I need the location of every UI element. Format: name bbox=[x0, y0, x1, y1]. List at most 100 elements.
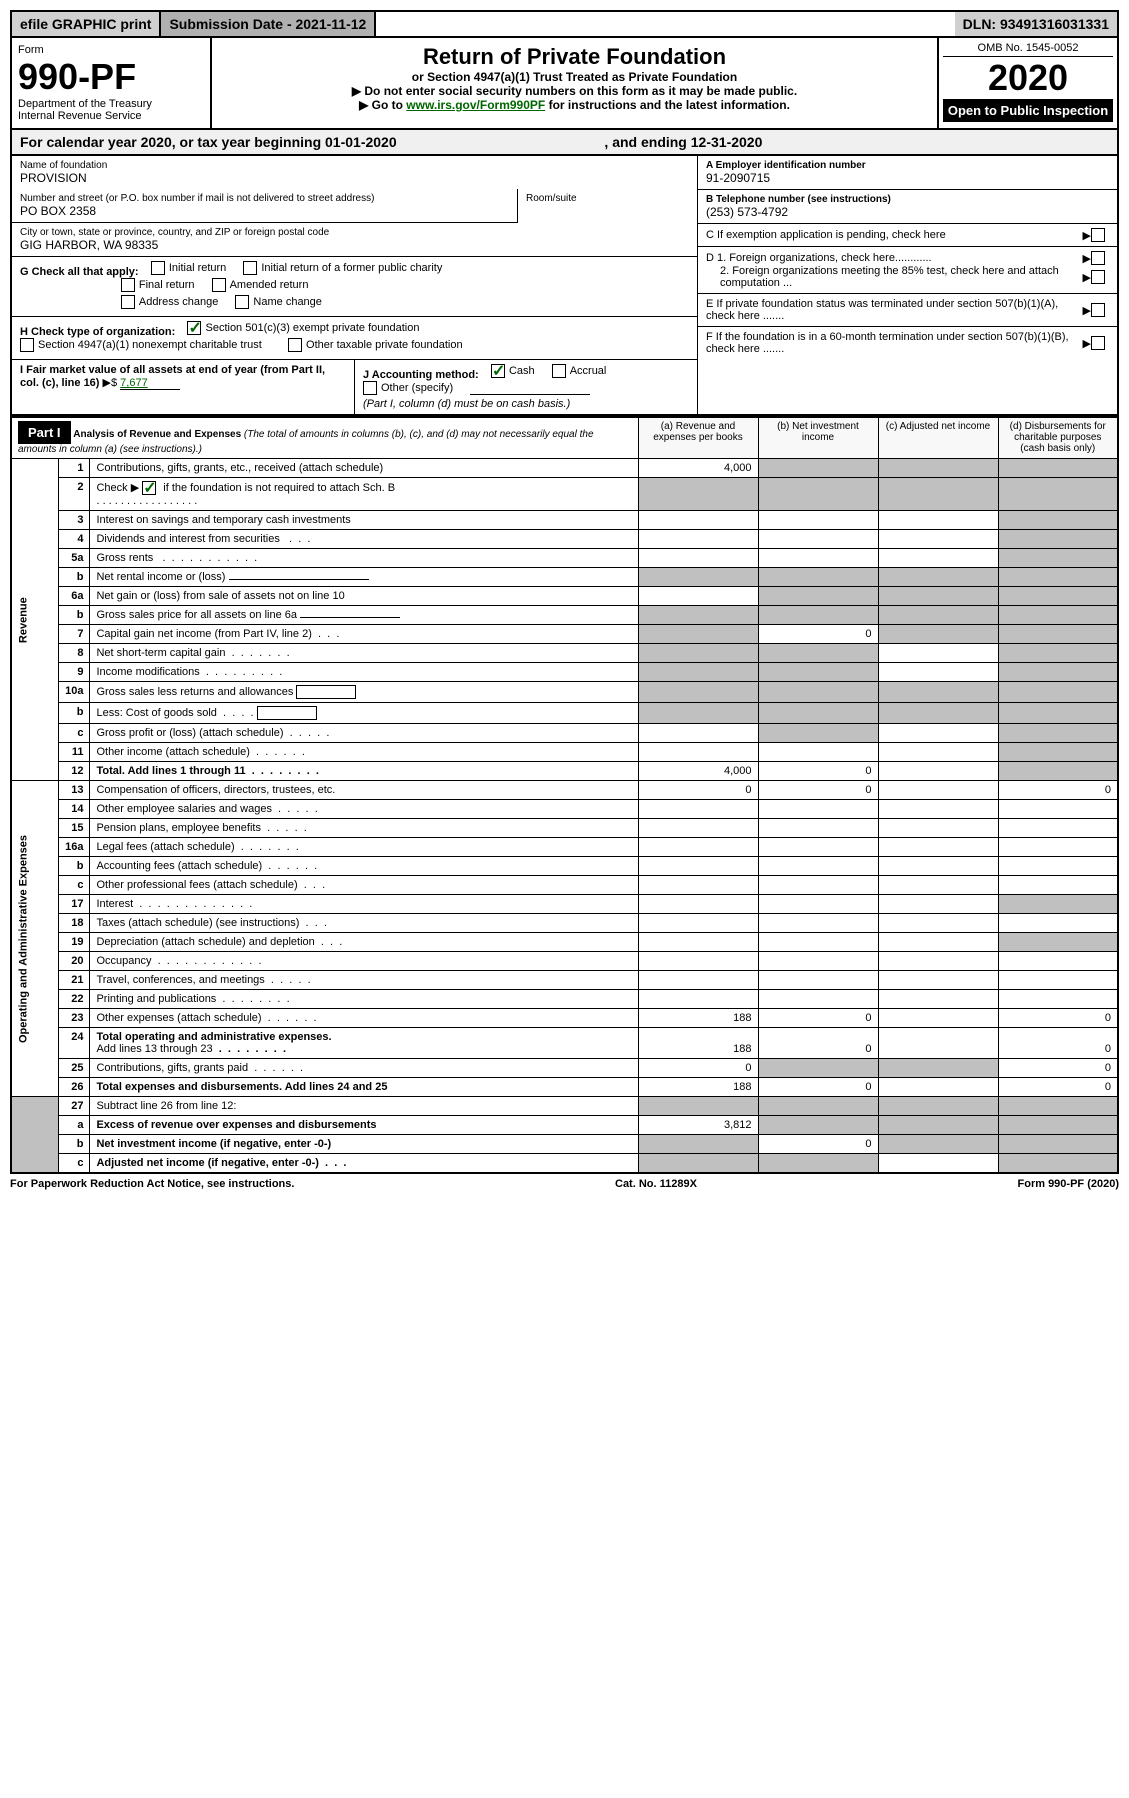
line-13-b: 0 bbox=[758, 781, 878, 800]
checkbox-initial-return[interactable] bbox=[151, 261, 165, 275]
room-label: Room/suite bbox=[526, 193, 689, 204]
city-label: City or town, state or province, country… bbox=[20, 227, 689, 238]
line-23-desc: Other expenses (attach schedule) . . . .… bbox=[90, 1009, 638, 1028]
efile-print-label[interactable]: efile GRAPHIC print bbox=[12, 12, 161, 36]
line-16c-desc: Other professional fees (attach schedule… bbox=[90, 876, 638, 895]
goto-prefix: ▶ Go to bbox=[359, 98, 406, 112]
dept-treasury: Department of the Treasury bbox=[18, 98, 204, 110]
part1-label: Part I bbox=[18, 421, 71, 444]
footer-center: Cat. No. 11289X bbox=[615, 1178, 697, 1190]
line-27-desc: Subtract line 26 from line 12: bbox=[90, 1097, 638, 1116]
line-27b-b: 0 bbox=[758, 1135, 878, 1154]
line-22-desc: Printing and publications . . . . . . . … bbox=[90, 990, 638, 1009]
line-4-desc: Dividends and interest from securities .… bbox=[90, 530, 638, 549]
arrow-icon: ▶ bbox=[1083, 271, 1091, 284]
top-bar: efile GRAPHIC print Submission Date - 20… bbox=[10, 10, 1119, 38]
col-b-header: (b) Net investment income bbox=[758, 417, 878, 459]
omb-number: OMB No. 1545-0052 bbox=[943, 42, 1113, 57]
c-label: C If exemption application is pending, c… bbox=[706, 229, 1083, 241]
phone-value: (253) 573-4792 bbox=[706, 205, 1109, 219]
address-value: PO BOX 2358 bbox=[20, 204, 509, 218]
cy-mid: , and ending bbox=[604, 134, 690, 150]
line-27b-desc: Net investment income (if negative, ente… bbox=[90, 1135, 638, 1154]
cy-pre: For calendar year 2020, or tax year begi… bbox=[20, 134, 325, 150]
g-amended: Amended return bbox=[230, 279, 309, 291]
checkbox-d1[interactable] bbox=[1091, 251, 1105, 265]
line-6b-desc: Gross sales price for all assets on line… bbox=[90, 606, 638, 625]
line-18-desc: Taxes (attach schedule) (see instruction… bbox=[90, 914, 638, 933]
checkbox-4947[interactable] bbox=[20, 338, 34, 352]
section-g: G Check all that apply: Initial return I… bbox=[12, 257, 697, 317]
checkbox-amended-return[interactable] bbox=[212, 278, 226, 292]
line-7-b: 0 bbox=[758, 625, 878, 644]
j-other: Other (specify) bbox=[381, 382, 453, 394]
revenue-label: Revenue bbox=[11, 459, 59, 781]
checkbox-other-method[interactable] bbox=[363, 381, 377, 395]
arrow-icon: ▶ bbox=[1083, 252, 1091, 265]
checkbox-c[interactable] bbox=[1091, 228, 1105, 242]
h-other-tax: Other taxable private foundation bbox=[306, 339, 463, 351]
h-label: H Check type of organization: bbox=[20, 326, 175, 338]
checkbox-f[interactable] bbox=[1091, 336, 1105, 350]
g-name: Name change bbox=[253, 296, 322, 308]
line-26-d: 0 bbox=[998, 1078, 1118, 1097]
checkbox-d2[interactable] bbox=[1091, 270, 1105, 284]
g-final: Final return bbox=[139, 279, 195, 291]
part1-title: Analysis of Revenue and Expenses bbox=[73, 429, 241, 440]
line-5b-desc: Net rental income or (loss) bbox=[90, 568, 638, 587]
checkbox-address-change[interactable] bbox=[121, 295, 135, 309]
line-2-post: if the foundation is not required to att… bbox=[163, 482, 395, 494]
line-11-desc: Other income (attach schedule) . . . . .… bbox=[90, 743, 638, 762]
checkbox-schb[interactable] bbox=[142, 481, 156, 495]
j-cash: Cash bbox=[509, 365, 535, 377]
phone-label: B Telephone number (see instructions) bbox=[706, 194, 1109, 205]
line-9-desc: Income modifications . . . . . . . . . bbox=[90, 663, 638, 682]
arrow-icon: ▶ bbox=[1083, 337, 1091, 350]
e-label: E If private foundation status was termi… bbox=[706, 298, 1083, 322]
line-16b-desc: Accounting fees (attach schedule) . . . … bbox=[90, 857, 638, 876]
line-10a-desc: Gross sales less returns and allowances bbox=[90, 682, 638, 703]
checkbox-accrual[interactable] bbox=[552, 364, 566, 378]
g-initial-former: Initial return of a former public charit… bbox=[261, 262, 442, 274]
checkbox-final-return[interactable] bbox=[121, 278, 135, 292]
checkbox-initial-former[interactable] bbox=[243, 261, 257, 275]
col-c-header: (c) Adjusted net income bbox=[878, 417, 998, 459]
form-subtitle2: ▶ Do not enter social security numbers o… bbox=[218, 84, 931, 98]
ein-label: A Employer identification number bbox=[706, 160, 1109, 171]
form-header-right: OMB No. 1545-0052 2020 Open to Public In… bbox=[937, 38, 1117, 128]
form-subtitle3: ▶ Go to www.irs.gov/Form990PF for instru… bbox=[218, 98, 931, 112]
footer-left: For Paperwork Reduction Act Notice, see … bbox=[10, 1178, 294, 1190]
line-2-desc: Check ▶ if the foundation is not require… bbox=[90, 478, 638, 511]
section-h: H Check type of organization: Section 50… bbox=[12, 317, 697, 360]
entity-info-grid: Name of foundation PROVISION Number and … bbox=[10, 156, 1119, 416]
h-501c3: Section 501(c)(3) exempt private foundat… bbox=[205, 322, 419, 334]
line-20-desc: Occupancy . . . . . . . . . . . . bbox=[90, 952, 638, 971]
form-title: Return of Private Foundation bbox=[218, 44, 931, 70]
dln: DLN: 93491316031331 bbox=[955, 12, 1117, 36]
i-value-link[interactable]: 7,677 bbox=[120, 377, 180, 390]
checkbox-cash[interactable] bbox=[491, 364, 505, 378]
line-19-desc: Depreciation (attach schedule) and deple… bbox=[90, 933, 638, 952]
line-25-desc: Contributions, gifts, grants paid . . . … bbox=[90, 1059, 638, 1078]
line-25-a: 0 bbox=[638, 1059, 758, 1078]
foundation-name: PROVISION bbox=[20, 171, 689, 185]
checkbox-e[interactable] bbox=[1091, 303, 1105, 317]
line-13-a: 0 bbox=[638, 781, 758, 800]
checkbox-other-taxable[interactable] bbox=[288, 338, 302, 352]
line-1-desc: Contributions, gifts, grants, etc., rece… bbox=[90, 459, 638, 478]
ein-value: 91-2090715 bbox=[706, 171, 1109, 185]
line-23-b: 0 bbox=[758, 1009, 878, 1028]
calendar-year-row: For calendar year 2020, or tax year begi… bbox=[10, 130, 1119, 156]
line-23-a: 188 bbox=[638, 1009, 758, 1028]
line-13-d: 0 bbox=[998, 781, 1118, 800]
line-10b-desc: Less: Cost of goods sold . . . . bbox=[90, 703, 638, 724]
checkbox-name-change[interactable] bbox=[235, 295, 249, 309]
goto-suffix: for instructions and the latest informat… bbox=[549, 98, 790, 112]
line-12-a: 4,000 bbox=[638, 762, 758, 781]
line-1-a: 4,000 bbox=[638, 459, 758, 478]
checkbox-501c3[interactable] bbox=[187, 321, 201, 335]
form-instructions-link[interactable]: www.irs.gov/Form990PF bbox=[406, 98, 545, 112]
opex-label: Operating and Administrative Expenses bbox=[11, 781, 59, 1097]
line-26-b: 0 bbox=[758, 1078, 878, 1097]
d1-label: D 1. Foreign organizations, check here..… bbox=[706, 252, 1083, 264]
